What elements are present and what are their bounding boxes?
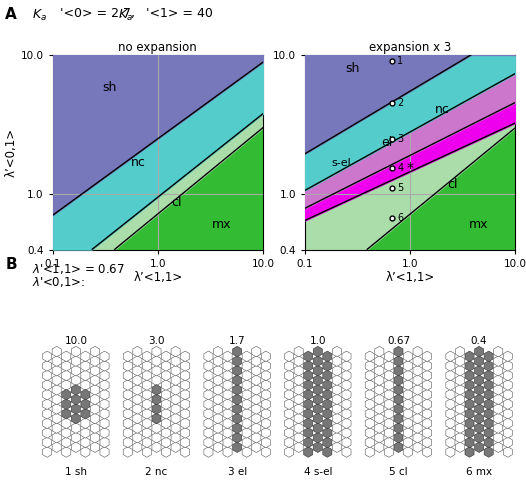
Text: 2 nc: 2 nc (145, 467, 168, 477)
Y-axis label: λ’<0,1>: λ’<0,1> (5, 128, 18, 177)
Text: $\it{K}_a$: $\it{K}_a$ (32, 7, 46, 22)
Text: B: B (5, 257, 17, 272)
Text: mx: mx (469, 218, 489, 231)
Title: expansion x 3: expansion x 3 (369, 41, 451, 54)
Text: s-el: s-el (331, 158, 351, 168)
Text: 3 el: 3 el (228, 467, 247, 477)
Text: cl: cl (447, 178, 458, 191)
Text: el: el (381, 136, 392, 149)
Text: 5 cl: 5 cl (389, 467, 408, 477)
Text: *: * (407, 161, 414, 175)
Text: 6: 6 (397, 213, 403, 224)
Title: 10.0: 10.0 (64, 336, 87, 346)
Text: 1: 1 (397, 56, 403, 66)
Title: 0.67: 0.67 (387, 336, 410, 346)
Text: nc: nc (434, 103, 449, 116)
Text: nc: nc (130, 156, 146, 169)
Text: $\lambda$'<0,1>:: $\lambda$'<0,1>: (32, 275, 85, 289)
Text: 4 s-el: 4 s-el (304, 467, 332, 477)
Text: sh: sh (103, 81, 117, 94)
Title: 1.0: 1.0 (309, 336, 326, 346)
Text: $\lambda$'<1,1> = 0.67: $\lambda$'<1,1> = 0.67 (32, 262, 125, 276)
Text: $\it{K}_a$: $\it{K}_a$ (118, 7, 133, 22)
Text: A: A (5, 7, 17, 22)
Text: cl: cl (171, 196, 181, 209)
Title: 1.7: 1.7 (229, 336, 246, 346)
Text: 6 mx: 6 mx (466, 467, 492, 477)
X-axis label: λ’<1,1>: λ’<1,1> (133, 271, 183, 284)
Text: mx: mx (211, 218, 231, 231)
X-axis label: λ’<1,1>: λ’<1,1> (386, 271, 435, 284)
Text: 4: 4 (397, 163, 403, 173)
Title: 3.0: 3.0 (148, 336, 165, 346)
Text: 5: 5 (397, 183, 403, 193)
Text: 1 sh: 1 sh (65, 467, 87, 477)
Text: 3: 3 (397, 134, 403, 144)
Text: 2: 2 (397, 98, 403, 108)
Text: '<0> = 2.7,: '<0> = 2.7, (60, 7, 144, 20)
Text: '<1> = 40: '<1> = 40 (146, 7, 213, 20)
Title: no expansion: no expansion (118, 41, 197, 54)
Text: sh: sh (345, 62, 359, 75)
Title: 0.4: 0.4 (471, 336, 488, 346)
